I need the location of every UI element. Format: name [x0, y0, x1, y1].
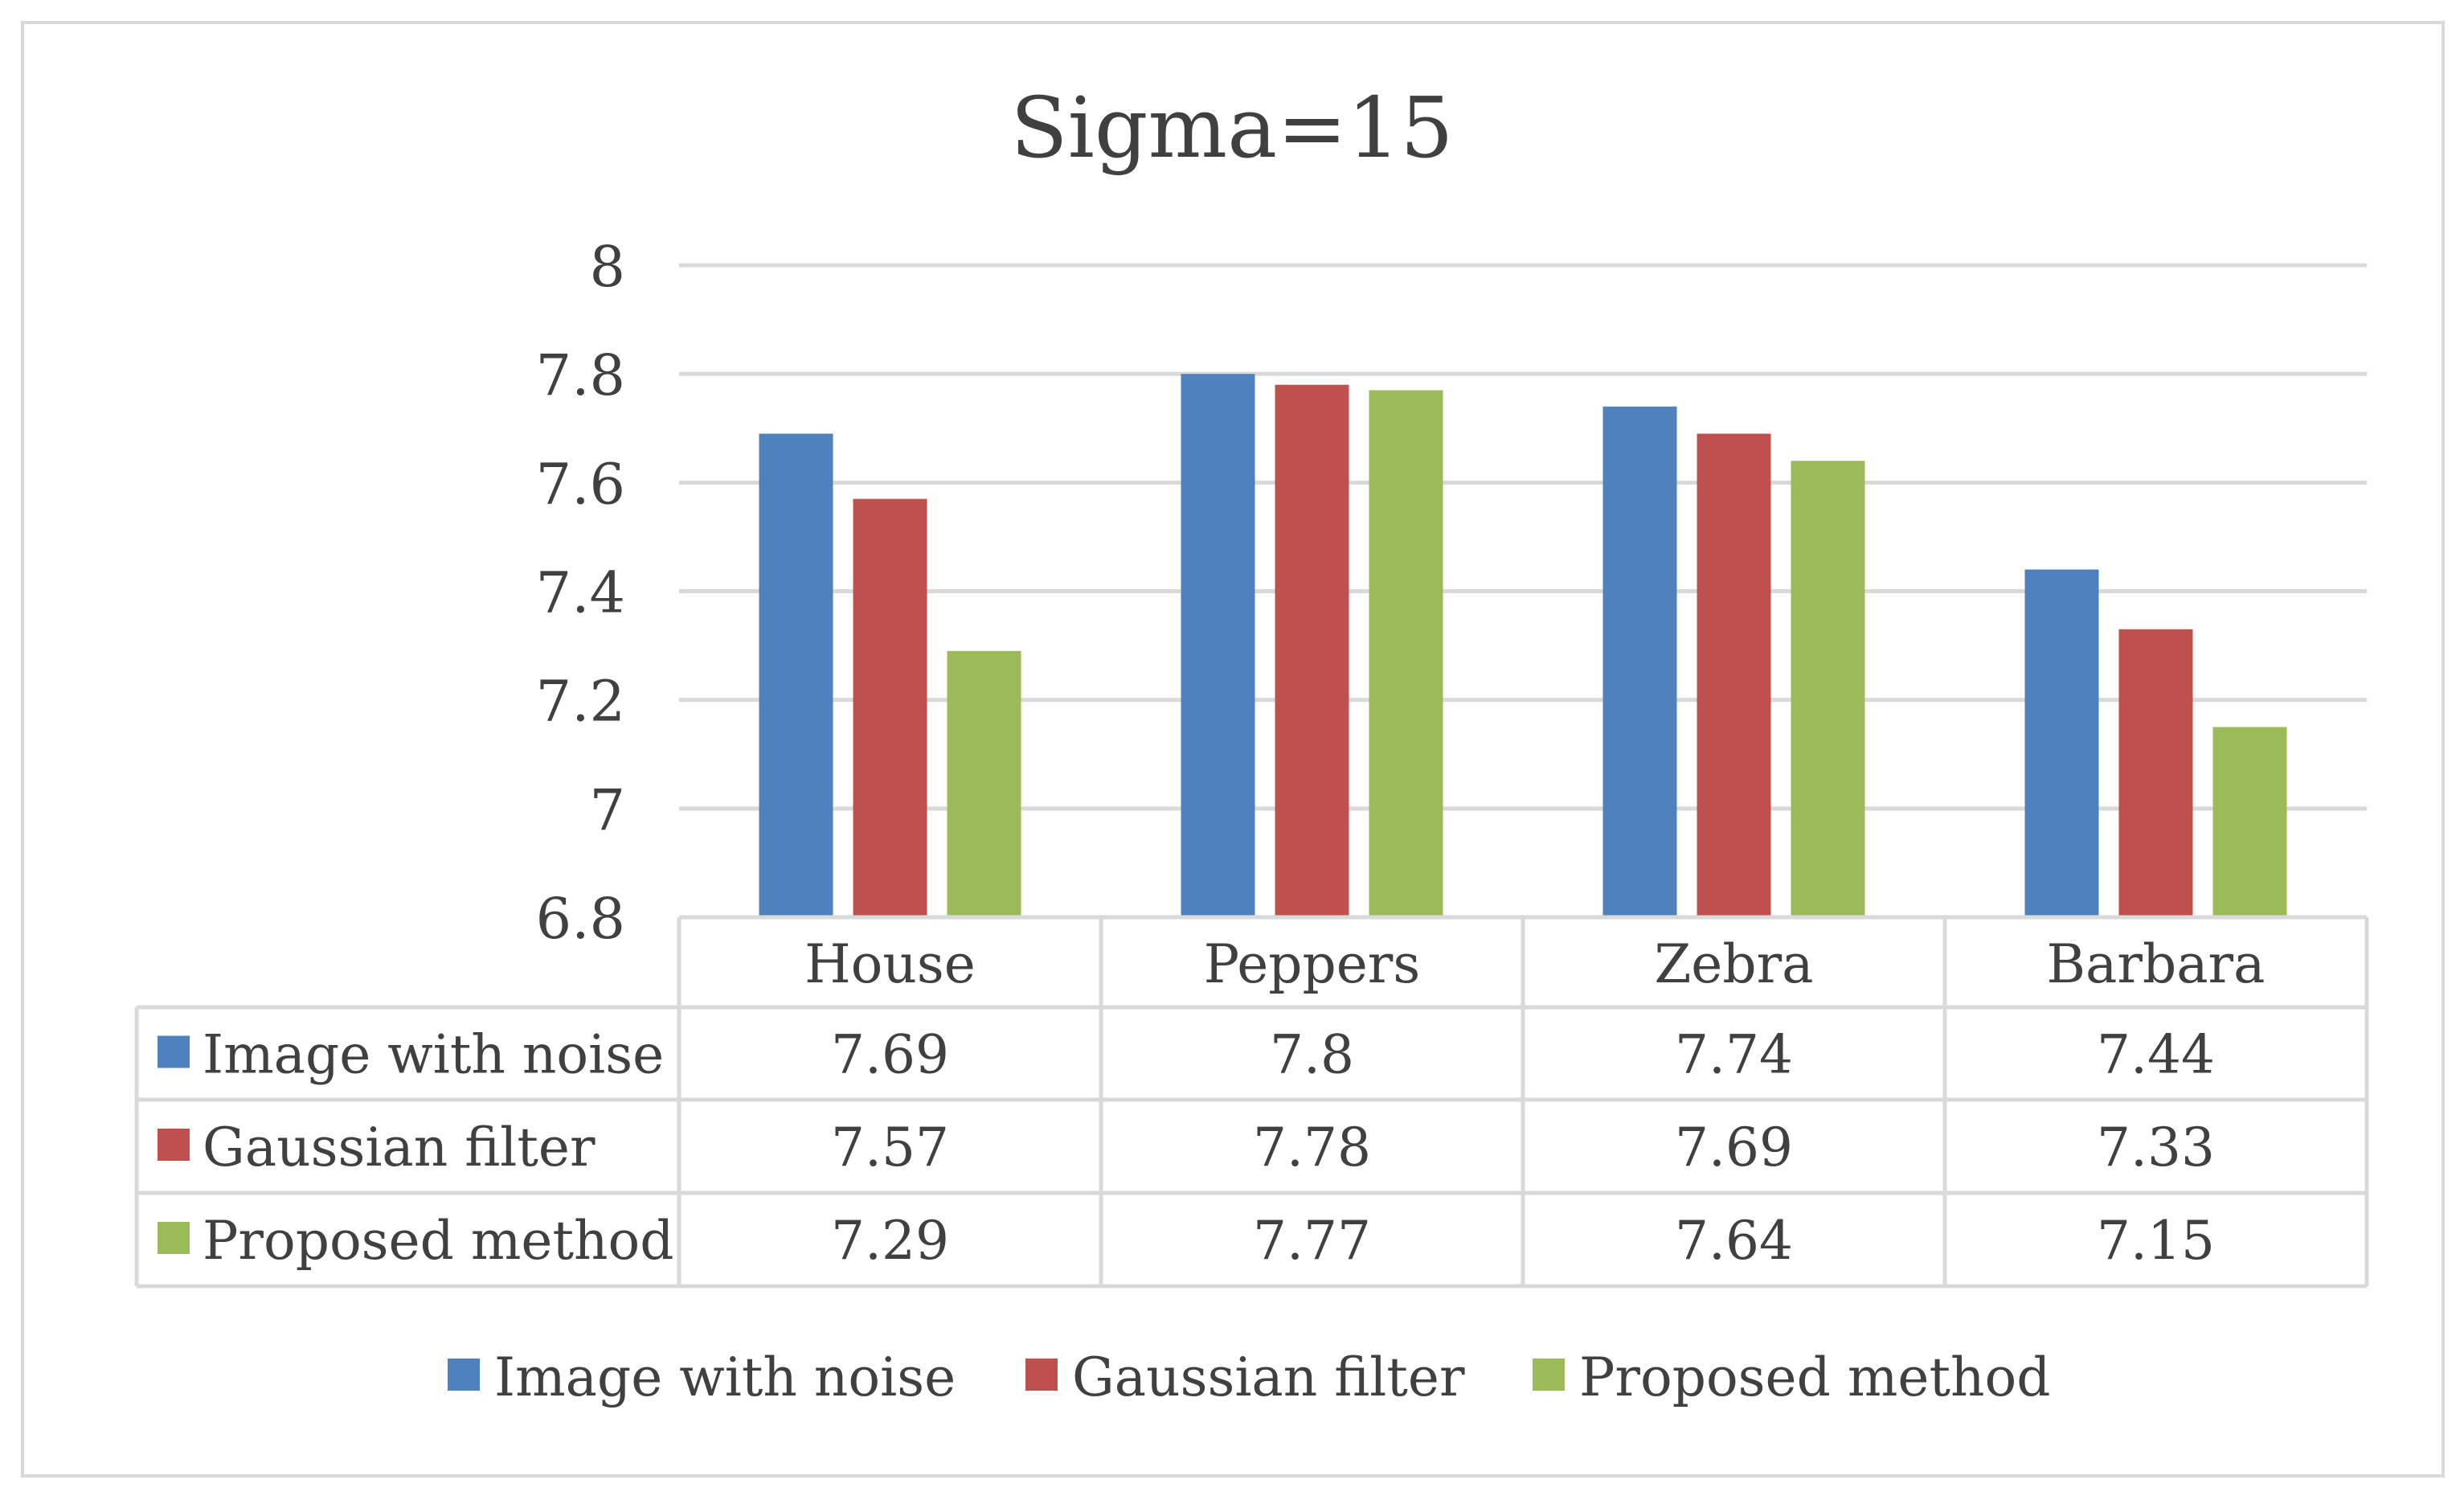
data-label: 7.69 — [831, 1024, 949, 1086]
data-label: 7.74 — [1675, 1024, 1793, 1086]
data-label: 7.8 — [1270, 1024, 1354, 1086]
y-tick-label: 7.8 — [536, 342, 625, 408]
bar-proposed-method-house — [947, 650, 1021, 917]
y-tick-label: 7.2 — [536, 669, 625, 735]
bar-gaussian-filter-barbara — [2118, 629, 2193, 917]
data-label: 7.64 — [1675, 1210, 1793, 1272]
bar-proposed-method-peppers — [1369, 390, 1443, 918]
data-label: 7.77 — [1253, 1210, 1371, 1272]
bar-gaussian-filter-house — [853, 498, 927, 917]
bar-gaussian-filter-peppers — [1275, 384, 1349, 917]
bar-proposed-method-barbara — [2212, 727, 2287, 917]
category-label: Zebra — [1654, 933, 1813, 995]
data-label: 7.57 — [831, 1117, 949, 1178]
data-label: 7.33 — [2097, 1117, 2215, 1178]
y-tick-label: 7.4 — [536, 560, 625, 626]
table-series-name: Image with noise — [203, 1024, 664, 1086]
table-series-name: Proposed method — [203, 1210, 674, 1272]
category-label: Peppers — [1204, 933, 1420, 995]
table-series-name: Gaussian filter — [203, 1117, 596, 1178]
bar-proposed-method-zebra — [1791, 461, 1865, 917]
data-label: 7.15 — [2097, 1210, 2215, 1272]
category-label: Barbara — [2047, 933, 2265, 995]
table-legend-key — [158, 1129, 190, 1161]
data-label: 7.69 — [1675, 1117, 1793, 1178]
bar-layer — [759, 374, 2287, 918]
legend: Image with noise Gaussian filter Proposed … — [448, 1346, 2051, 1408]
bar-image-with-noise-peppers — [1181, 374, 1255, 918]
table-legend-key — [158, 1035, 190, 1068]
bar-gaussian-filter-zebra — [1697, 433, 1771, 917]
legend-key — [1533, 1359, 1565, 1391]
chart-title: Sigma=15 — [1010, 79, 1453, 177]
bar-image-with-noise-zebra — [1602, 406, 1677, 917]
category-label: House — [804, 933, 976, 995]
legend-label: Image with noise — [494, 1346, 956, 1408]
data-table: House Peppers Zebra Barbara Image with noise… — [134, 915, 2369, 1289]
legend-key — [1025, 1359, 1058, 1391]
y-tick-label: 7.6 — [536, 451, 625, 517]
data-label: 7.44 — [2097, 1024, 2215, 1086]
table-legend-key — [158, 1222, 190, 1254]
data-label: 7.29 — [831, 1210, 949, 1272]
y-tick-label: 7 — [589, 777, 625, 843]
bar-image-with-noise-barbara — [2024, 569, 2099, 917]
legend-key — [448, 1359, 480, 1391]
y-axis-ticks: 8 7.8 7.6 7.4 7.2 7 6.8 — [536, 234, 625, 952]
bar-image-with-noise-house — [759, 433, 833, 917]
data-label: 7.78 — [1253, 1117, 1371, 1178]
y-tick-label: 6.8 — [536, 886, 625, 952]
legend-label: Gaussian filter — [1072, 1346, 1465, 1408]
y-tick-label: 8 — [589, 234, 625, 300]
legend-label: Proposed method — [1579, 1346, 2051, 1408]
